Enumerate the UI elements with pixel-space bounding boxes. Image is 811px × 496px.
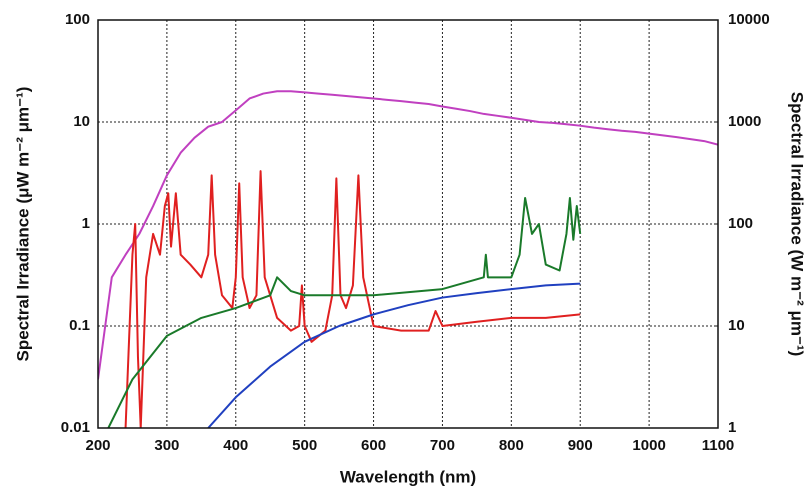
y-tick-label: 10	[73, 113, 90, 130]
x-tick-label: 1000	[632, 437, 665, 454]
x-tick-label: 700	[430, 437, 455, 454]
x-tick-label: 200	[85, 437, 110, 454]
x-tick-label: 1100	[702, 437, 735, 454]
x-tick-label: 500	[292, 437, 317, 454]
y2-tick-label: 10000	[728, 11, 770, 28]
series-line	[98, 90, 718, 380]
x-tick-label: 600	[361, 437, 386, 454]
x-tick-label: 900	[568, 437, 593, 454]
series-line	[207, 282, 581, 428]
y2-tick-label: 1000	[728, 113, 761, 130]
y2-tick-label: 100	[728, 215, 753, 232]
y-axis-title: Spectral Irradiance (μW m⁻² μm⁻¹)	[13, 87, 32, 362]
x-tick-label: 800	[499, 437, 524, 454]
y-tick-label: 0.1	[69, 317, 90, 334]
x-axis-title: Wavelength (nm)	[340, 467, 476, 486]
y2-tick-label: 10	[728, 317, 745, 334]
y-tick-label: 1	[82, 215, 90, 232]
x-tick-label: 400	[223, 437, 248, 454]
series-line	[107, 196, 582, 428]
y-tick-label: 100	[65, 11, 90, 28]
series-line	[124, 170, 581, 428]
y2-axis-title: Spectral Irradiance (W m⁻² μm⁻¹)	[788, 92, 807, 357]
y2-tick-label: 1	[728, 419, 736, 436]
x-tick-label: 300	[154, 437, 179, 454]
y-tick-label: 0.01	[61, 419, 90, 436]
